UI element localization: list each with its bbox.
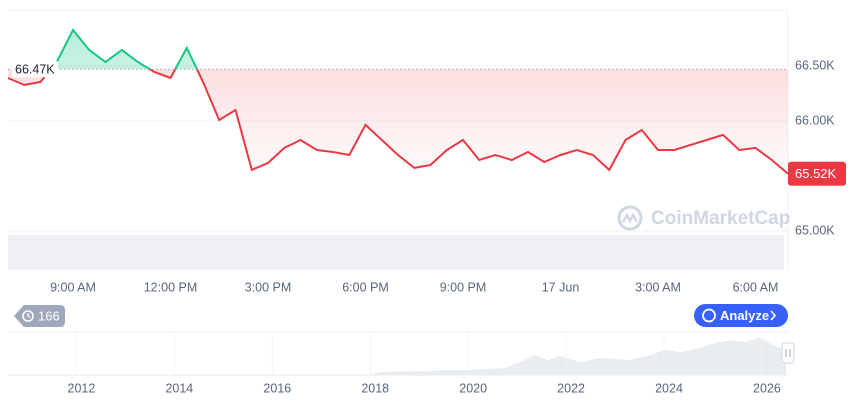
reference-label: 66.47K (15, 63, 55, 77)
x-tick-label: 6:00 PM (342, 280, 389, 294)
last-price-label: 65.52K (795, 166, 837, 181)
navigator-tick-label: 2018 (361, 381, 389, 395)
watermark: CoinMarketCap (617, 205, 790, 231)
x-tick-label: 17 Jun (542, 280, 580, 294)
analyze-label: Analyze (720, 308, 769, 323)
navigator-tick-label: 2012 (68, 381, 96, 395)
x-tick-label: 3:00 AM (635, 280, 681, 294)
y-tick-label: 65.00K (795, 223, 835, 237)
y-tick-label: 66.50K (795, 58, 835, 72)
history-badge[interactable]: 166 (14, 305, 65, 327)
navigator-tick-label: 2016 (263, 381, 291, 395)
navigator-area (370, 338, 786, 375)
navigator-tick-label: 2026 (753, 381, 781, 395)
watermark-text: CoinMarketCap (651, 208, 790, 229)
x-tick-label: 9:00 AM (50, 280, 96, 294)
analyze-button[interactable]: Analyze (694, 304, 788, 327)
x-tick-label: 3:00 PM (245, 280, 292, 294)
x-tick-label: 9:00 PM (440, 280, 487, 294)
navigator-tick-label: 2020 (459, 381, 487, 395)
y-tick-label: 66.00K (795, 113, 835, 127)
navigator-tick-label: 2024 (655, 381, 683, 395)
x-tick-label: 6:00 AM (733, 280, 779, 294)
navigator-handle[interactable] (781, 342, 795, 364)
area-above (50, 30, 197, 70)
last-price-badge (788, 161, 846, 186)
navigator-tick-label: 2022 (557, 381, 585, 395)
x-tick-label: 12:00 PM (144, 280, 198, 294)
volume-area (8, 235, 784, 270)
price-line-down (7, 69, 789, 175)
area-below (8, 69, 788, 174)
navigator-tick-label: 2014 (165, 381, 193, 395)
reference-label-bg (12, 61, 58, 78)
price-line-up (49, 28, 199, 70)
history-count: 166 (38, 308, 60, 323)
